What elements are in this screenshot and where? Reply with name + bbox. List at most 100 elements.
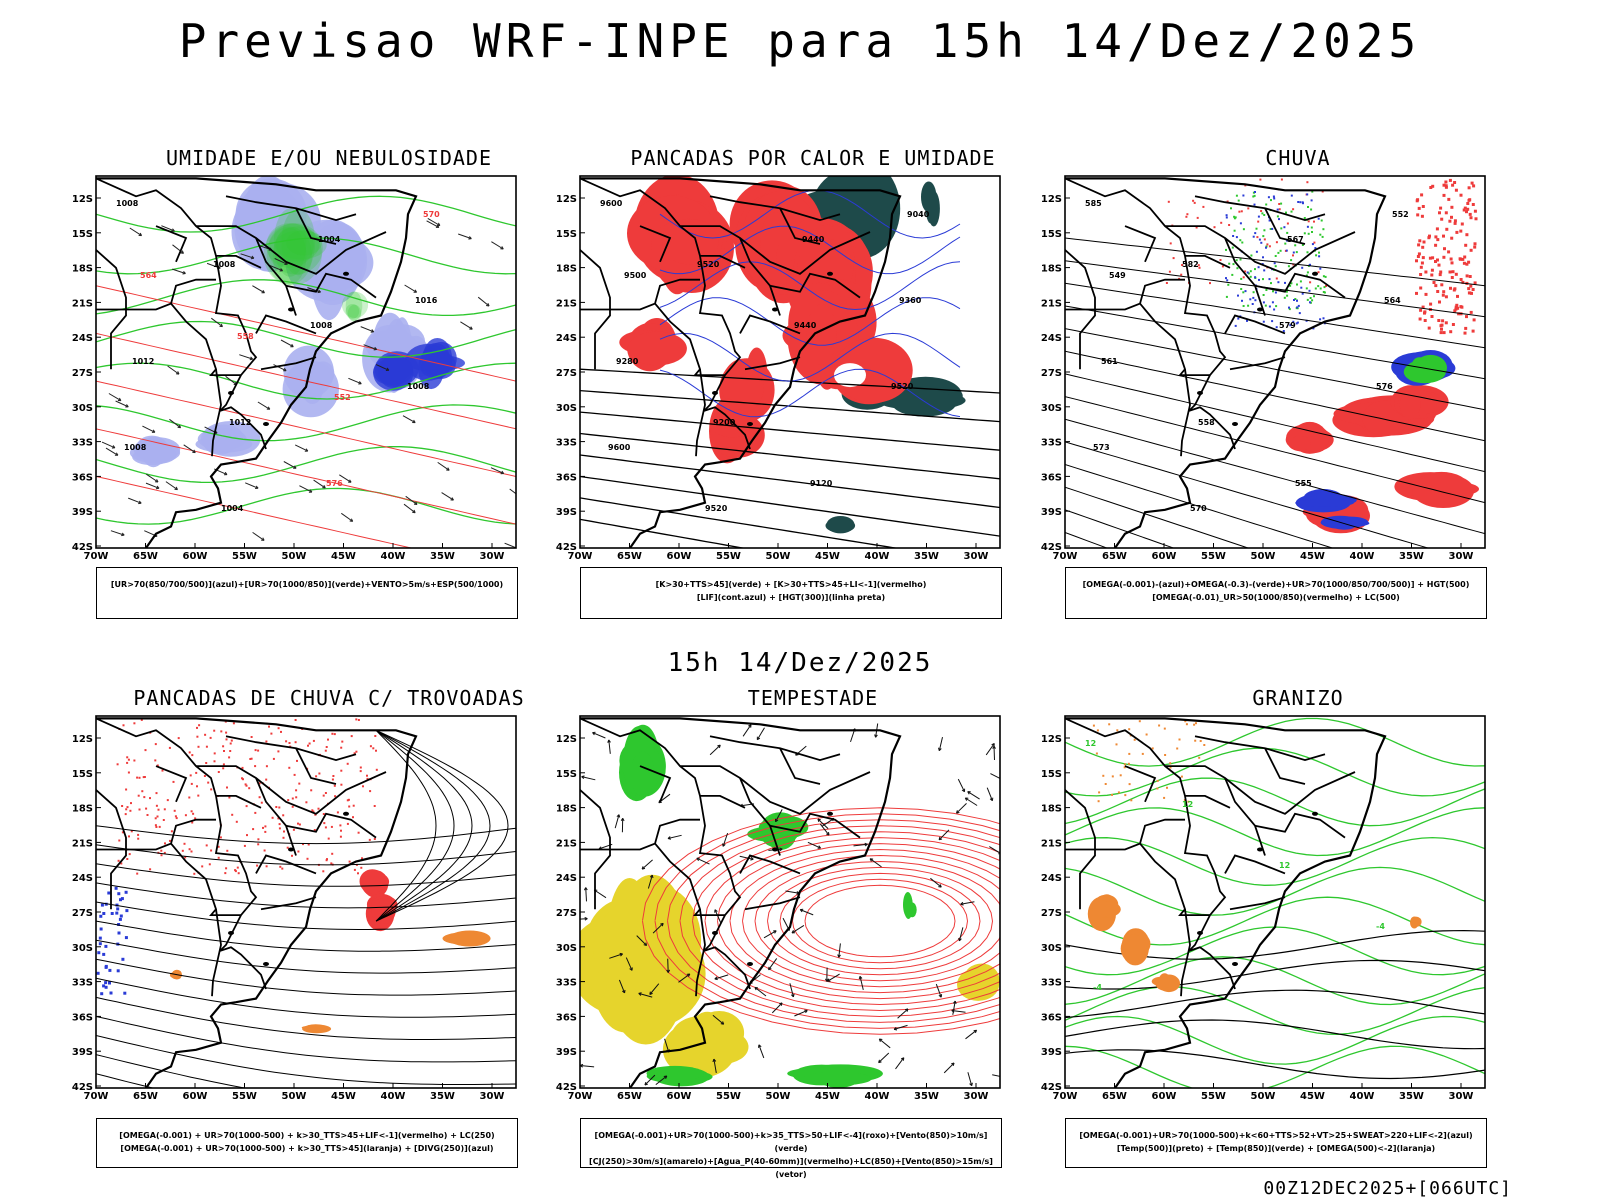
data-speck — [149, 868, 151, 870]
data-speck — [226, 787, 228, 789]
lat-label: 27S — [1041, 368, 1062, 379]
data-speck — [1450, 237, 1453, 240]
data-speck — [108, 969, 111, 972]
data-speck — [1288, 265, 1290, 267]
data-speck — [1235, 325, 1237, 327]
lat-label: 36S — [1041, 472, 1062, 483]
data-speck — [279, 827, 281, 829]
data-speck — [252, 828, 254, 830]
data-speck — [1296, 306, 1298, 308]
data-speck — [1236, 259, 1238, 261]
data-speck — [1318, 218, 1320, 220]
data-speck — [299, 824, 301, 826]
data-speck — [1232, 247, 1234, 249]
data-speck — [374, 805, 376, 807]
lat-label: 24S — [556, 873, 577, 884]
data-speck — [1468, 186, 1471, 189]
data-speck — [1276, 278, 1278, 280]
data-speck — [102, 912, 105, 915]
data-speck — [1093, 725, 1095, 727]
data-speck — [1181, 776, 1183, 778]
data-speck — [1265, 305, 1267, 307]
data-speck — [154, 759, 156, 761]
data-speck — [1430, 274, 1433, 277]
data-speck — [1291, 211, 1293, 213]
data-speck — [229, 750, 231, 752]
data-speck — [348, 806, 350, 808]
lake — [228, 391, 234, 395]
data-speck — [1455, 273, 1458, 276]
data-speck — [1280, 203, 1282, 205]
data-speck — [1421, 262, 1424, 265]
contour-label: 9040 — [907, 210, 930, 219]
data-speck — [341, 741, 343, 743]
data-speck — [1325, 276, 1327, 278]
data-speck — [325, 792, 327, 794]
contour-label: 9600 — [608, 443, 631, 452]
data-speck — [141, 790, 143, 792]
data-speck — [1310, 209, 1312, 211]
data-speck — [1440, 328, 1443, 331]
data-speck — [1438, 264, 1441, 267]
data-speck — [289, 742, 291, 744]
lon-label: 45W — [815, 1091, 840, 1102]
lat-label: 21S — [1041, 838, 1062, 849]
lat-label: 15S — [1041, 229, 1062, 240]
data-speck — [209, 863, 211, 865]
data-speck — [1415, 259, 1418, 262]
data-speck — [1263, 269, 1265, 271]
data-speck — [1274, 262, 1276, 264]
data-speck — [1254, 276, 1256, 278]
data-speck — [102, 953, 105, 956]
data-speck — [1179, 739, 1181, 741]
lat-label: 18S — [72, 264, 93, 275]
data-speck — [1450, 216, 1453, 219]
data-speck — [1301, 267, 1303, 269]
lat-label: 24S — [556, 333, 577, 344]
data-speck — [1202, 206, 1204, 208]
data-speck — [99, 915, 102, 918]
data-speck — [100, 992, 103, 995]
data-speck — [1098, 791, 1100, 793]
data-speck — [178, 737, 180, 739]
lat-label: 12S — [1041, 734, 1062, 745]
data-speck — [270, 733, 272, 735]
contour-label: 1008 — [124, 443, 147, 452]
data-speck — [352, 816, 354, 818]
data-speck — [174, 810, 176, 812]
data-speck — [195, 772, 197, 774]
data-speck — [1465, 233, 1468, 236]
data-speck — [1321, 220, 1323, 222]
data-speck — [121, 897, 124, 900]
data-speck — [362, 785, 364, 787]
data-speck — [1417, 243, 1420, 246]
data-speck — [1449, 287, 1452, 290]
data-speck — [1441, 319, 1444, 322]
lake — [827, 272, 833, 276]
data-speck — [196, 736, 198, 738]
data-speck — [1108, 723, 1110, 725]
data-speck — [1258, 216, 1260, 218]
data-speck — [1438, 211, 1441, 214]
data-speck — [190, 774, 192, 776]
data-speck — [1226, 217, 1228, 219]
data-speck — [1180, 274, 1182, 276]
data-speck — [1318, 252, 1320, 254]
data-speck — [307, 858, 309, 860]
data-speck — [236, 821, 238, 823]
lat-label: 39S — [72, 507, 93, 518]
data-speck — [360, 767, 362, 769]
data-speck — [374, 735, 376, 737]
data-speck — [1275, 265, 1277, 267]
wind-vector-head — [518, 495, 521, 498]
lon-label: 45W — [815, 551, 840, 562]
data-speck — [1262, 256, 1264, 258]
data-speck — [136, 873, 138, 875]
contour-label: 12 — [1182, 800, 1193, 809]
data-speck — [347, 823, 349, 825]
data-speck — [1319, 268, 1321, 270]
data-speck — [281, 868, 283, 870]
data-speck — [1472, 184, 1475, 187]
data-speck — [1475, 217, 1478, 220]
data-speck — [1176, 748, 1178, 750]
